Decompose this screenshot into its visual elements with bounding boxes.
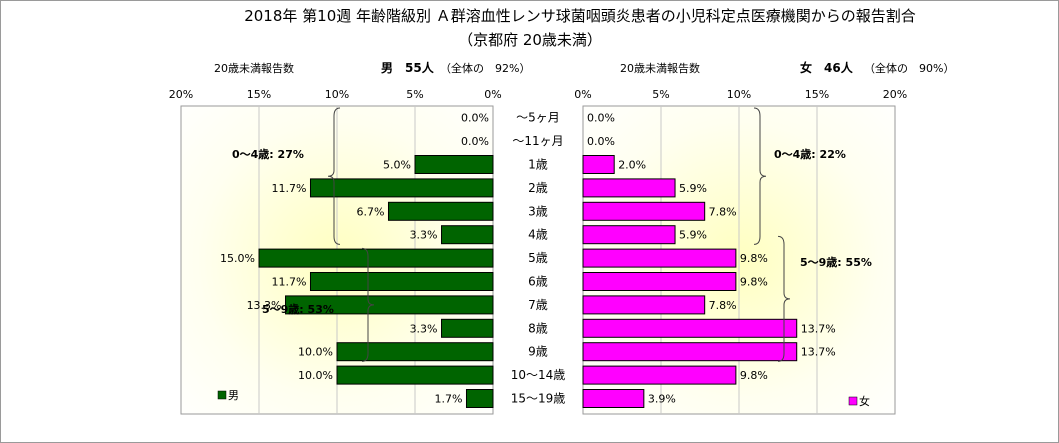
female-data-label: 7.8% [709,299,737,312]
male-bar [285,295,494,315]
male-bar [309,178,494,198]
male-tick-label: 15% [247,88,271,101]
category-label: ～11ヶ月 [512,134,563,148]
female-bar [582,389,645,408]
female-header-count: 女 46人 [800,60,854,75]
category-label: 4歳 [528,228,548,242]
category-label: 2歳 [528,181,548,195]
female-data-label: 3.9% [648,393,676,406]
chart-subtitle: （京都府 20歳未満） [458,31,602,49]
male-bar [414,155,494,174]
male-header-count: 男 55人 [381,60,435,75]
male-legend-swatch [217,390,227,400]
female-bar [582,272,737,291]
male-bar [441,225,494,245]
female-group-label: 0～4歳: 22% [774,147,846,161]
male-bar [258,248,494,268]
female-bar [582,155,615,174]
male-data-label: 3.3% [410,229,438,242]
female-bar [582,342,798,362]
female-data-label: 5.9% [679,182,707,195]
female-header-share: （全体の 90%） [864,61,954,75]
female-data-label: 9.8% [740,252,768,265]
male-data-label: 13.3% [247,299,282,312]
male-group-label: 5～9歳: 53% [262,302,334,316]
male-bar [309,272,494,291]
male-bar [441,318,494,338]
female-bar [582,295,706,315]
female-data-label: 9.8% [740,276,768,289]
male-header-label: 20歳未満報告数 [214,62,294,75]
male-tick-label: 0% [484,88,501,101]
category-label: 3歳 [528,204,548,218]
female-bar [582,365,737,385]
female-data-label: 13.7% [801,322,836,335]
category-label: 1歳 [528,158,548,172]
male-tick-label: 20% [169,88,193,101]
chart-title: 2018年 第10週 年齢階級別 Ａ群溶血性レンサ球菌咽頭炎患者の小児科定点医療… [244,7,916,25]
female-group-bracket [753,107,767,245]
male-group-bracket [327,107,341,245]
category-label: 8歳 [528,321,548,335]
female-data-label: 0.0% [587,135,615,148]
female-tick-label: 5% [652,88,669,101]
male-data-label: 11.7% [272,276,307,289]
male-tick-label: 5% [406,88,423,101]
female-bar [582,318,798,338]
male-data-label: 3.3% [410,322,438,335]
female-bar [582,178,676,198]
male-data-label: 10.0% [298,346,333,359]
category-label: 10～14歳 [511,368,566,382]
category-label: 15～19歳 [511,392,566,406]
male-bar [465,389,494,408]
female-tick-label: 15% [805,88,829,101]
female-data-label: 7.8% [709,205,737,218]
female-data-label: 13.7% [801,346,836,359]
category-label: 7歳 [528,298,548,312]
male-data-label: 11.7% [272,182,307,195]
male-data-label: 5.0% [383,159,411,172]
male-data-label: 6.7% [357,205,385,218]
male-data-label: 15.0% [220,252,255,265]
female-legend-label: 女 [859,394,870,408]
female-group-bracket [777,235,791,362]
category-label: 5歳 [528,251,548,265]
female-bar [582,201,706,221]
female-tick-label: 20% [883,88,907,101]
male-data-label: 0.0% [461,135,489,148]
female-group-label: 5～9歳: 55% [800,255,872,269]
male-data-label: 1.7% [435,393,463,406]
male-header-share: （全体の 92%） [440,61,530,75]
male-group-label: 0～4歳: 27% [232,147,304,161]
female-data-label: 5.9% [679,229,707,242]
female-tick-label: 10% [727,88,751,101]
female-tick-label: 0% [574,88,591,101]
female-data-label: 0.0% [587,112,615,125]
female-bar [582,225,676,245]
male-bar [336,342,494,362]
category-label: 6歳 [528,275,548,289]
female-data-label: 2.0% [618,159,646,172]
male-bar [336,365,494,385]
male-tick-label: 10% [325,88,349,101]
male-data-label: 0.0% [461,112,489,125]
male-group-bracket [361,247,375,362]
male-data-label: 10.0% [298,369,333,382]
male-legend-label: 男 [228,389,239,402]
category-label: 9歳 [528,345,548,359]
male-bar [387,201,494,221]
female-data-label: 9.8% [740,369,768,382]
female-bar [582,248,737,268]
female-legend-swatch [848,396,858,406]
category-label: ～5ヶ月 [516,111,560,125]
female-header-label: 20歳未満報告数 [620,62,700,75]
